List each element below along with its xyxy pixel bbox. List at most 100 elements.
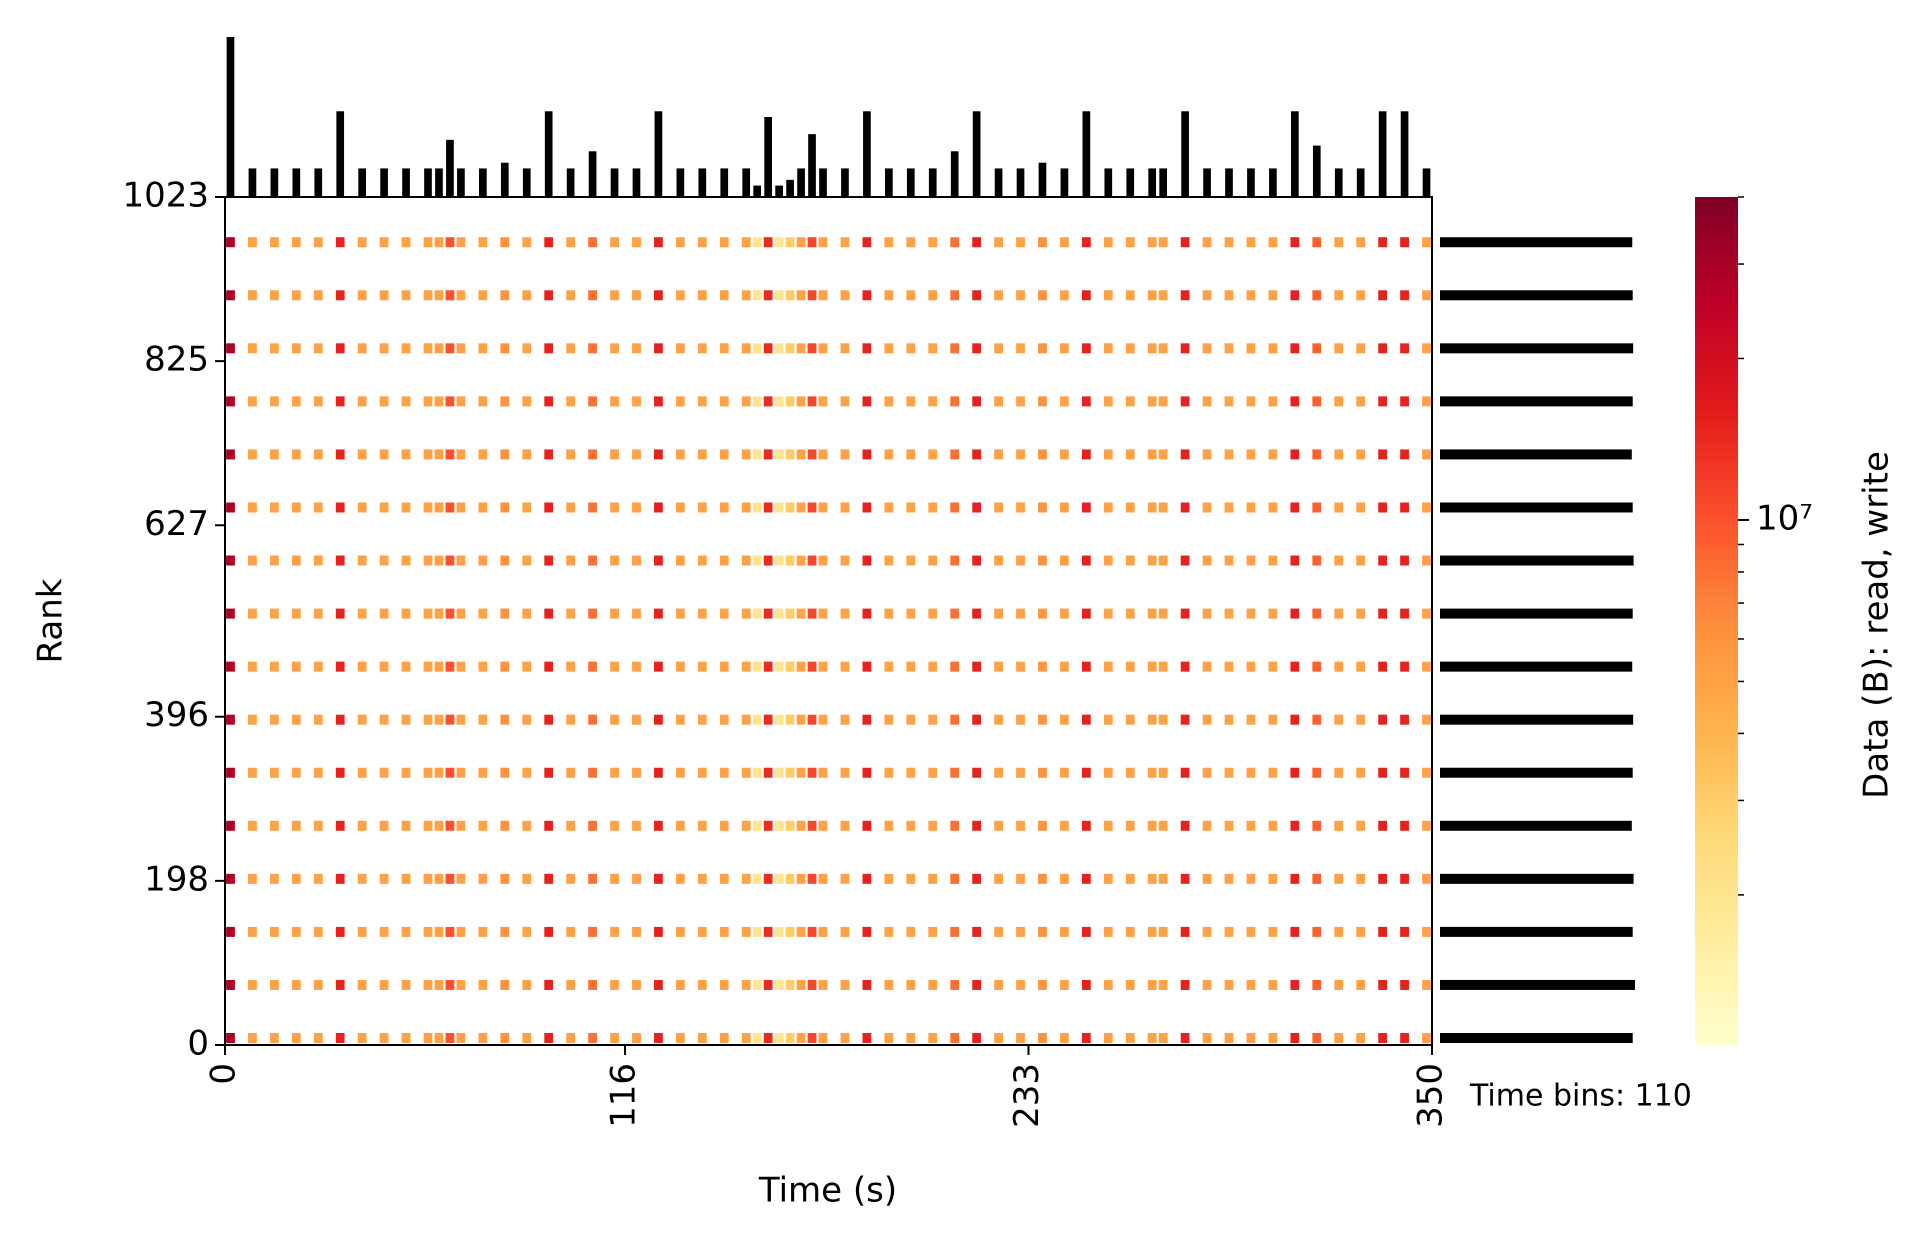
heat-cell [445, 767, 455, 778]
heat-cell [774, 820, 784, 831]
rank-hist-bar [1440, 979, 1635, 990]
rank-hist-bar [1440, 714, 1634, 725]
heat-cell [1334, 820, 1344, 831]
heat-cell [818, 608, 828, 619]
heat-cell [1158, 979, 1168, 990]
heat-cell [1334, 608, 1344, 619]
heat-cell [796, 449, 806, 460]
heat-cell [269, 873, 279, 884]
heat-cell [1202, 1033, 1212, 1043]
heat-cell [950, 555, 960, 566]
heat-cell [796, 396, 806, 407]
heat-cell [950, 1033, 960, 1043]
heat-cell [456, 502, 466, 513]
heat-cell [379, 502, 389, 513]
heat-cell [423, 237, 433, 248]
heat-cell [1312, 555, 1322, 566]
heat-cell [445, 237, 455, 248]
heat-cell [1016, 714, 1025, 725]
heat-cell [610, 237, 619, 248]
heat-cell [335, 767, 345, 778]
heat-cell [774, 926, 784, 937]
heat-cell [335, 502, 345, 513]
heat-cell [763, 502, 773, 513]
annotation: Time bins: 110 [1469, 1079, 1692, 1114]
heat-cell [423, 767, 433, 778]
heat-cell [1246, 608, 1256, 619]
heat-cell [1125, 661, 1135, 672]
heat-cell [785, 608, 795, 619]
heat-cell [1356, 290, 1366, 301]
heat-cell [796, 343, 806, 354]
heat-cell [1103, 237, 1113, 248]
rank-hist-bar [1440, 873, 1634, 884]
heat-cell [357, 767, 367, 778]
time-hist-bar [566, 168, 575, 197]
heat-cell [785, 820, 795, 831]
heat-cell [1356, 449, 1366, 460]
heat-cell [632, 1033, 641, 1043]
heat-cell [1060, 661, 1069, 672]
heat-cell [1147, 926, 1157, 937]
heat-cell [1312, 820, 1322, 831]
heat-cell [445, 714, 455, 725]
heat-cell [1103, 555, 1113, 566]
heat-cell [566, 343, 576, 354]
heat-cell [313, 979, 323, 990]
heat-cell [1016, 608, 1025, 619]
heat-cell [291, 449, 301, 460]
heat-cell [1224, 873, 1234, 884]
time-hist-bar [292, 168, 301, 197]
heat-cell [1158, 661, 1168, 672]
heat-cell [1356, 820, 1366, 831]
heat-cell [566, 873, 576, 884]
heat-cell [1103, 767, 1113, 778]
heat-cell [632, 555, 641, 566]
heat-cell [1147, 608, 1157, 619]
heat-cell [719, 343, 729, 354]
heat-cell [675, 396, 685, 407]
heat-cell [610, 820, 619, 831]
heat-cell [1422, 979, 1431, 990]
heat-cell [950, 767, 960, 778]
heat-cell [906, 290, 916, 301]
heat-cell [291, 873, 301, 884]
heat-cell [1125, 820, 1135, 831]
heat-cell [544, 820, 554, 831]
heat-cell [1356, 1033, 1366, 1043]
heat-cell [1103, 343, 1113, 354]
heat-cell [741, 555, 751, 566]
heat-cell [1147, 555, 1157, 566]
heat-cell [1158, 714, 1168, 725]
heat-cell [1400, 555, 1409, 566]
heat-cell [1312, 926, 1322, 937]
heat-cell [269, 343, 279, 354]
heat-cell [1246, 343, 1256, 354]
heat-cell [697, 873, 707, 884]
heat-cell [774, 237, 784, 248]
heat-cell [785, 661, 795, 672]
heat-cell [610, 767, 619, 778]
heat-cell [697, 502, 707, 513]
heat-cell [654, 290, 663, 301]
heat-cell [1378, 608, 1388, 619]
heat-cell [434, 714, 444, 725]
time-hist-bar [928, 168, 937, 197]
time-hist-bar [1126, 168, 1135, 197]
heat-cell [840, 714, 850, 725]
heat-cell [522, 502, 532, 513]
heat-cell [950, 661, 960, 672]
heat-cell [1378, 237, 1388, 248]
heat-cell [697, 343, 707, 354]
time-hist-bar [808, 134, 816, 197]
heat-cell [313, 714, 323, 725]
heat-cell [1081, 237, 1091, 248]
heat-cell [544, 873, 554, 884]
heat-cell [950, 820, 960, 831]
heat-cell [719, 608, 729, 619]
heat-cell [818, 502, 828, 513]
heat-cell [500, 661, 510, 672]
heat-cell [697, 661, 707, 672]
heat-cell [1202, 449, 1212, 460]
heat-cell [884, 502, 894, 513]
